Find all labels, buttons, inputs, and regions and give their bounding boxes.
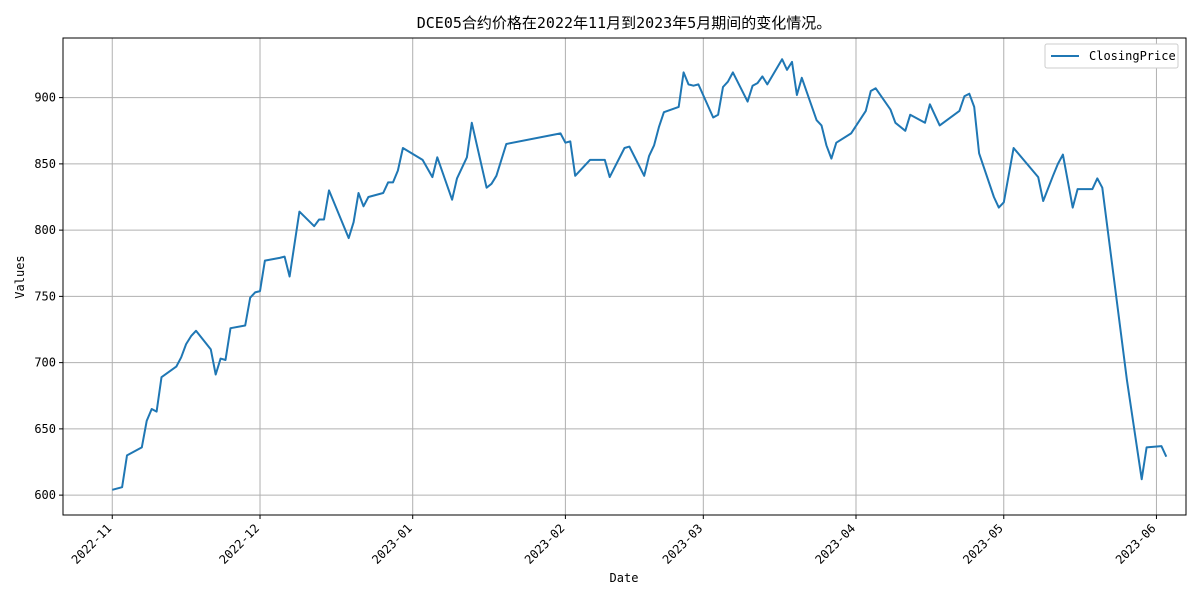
plot-frame xyxy=(62,37,1187,516)
y-tick-label: 900 xyxy=(34,91,56,105)
y-tick-label: 800 xyxy=(34,223,56,237)
y-axis: 600 650 700 750 800 850 900 xyxy=(34,91,63,502)
series-line-group xyxy=(112,58,1168,491)
legend-label: ClosingPrice xyxy=(1089,49,1176,63)
y-tick-label: 750 xyxy=(34,289,56,303)
y-tick-label: 600 xyxy=(34,488,56,502)
y-tick-label: 850 xyxy=(34,157,56,171)
legend-box xyxy=(1044,43,1179,69)
chart-title: DCE05合约价格在2022年11月到2023年5月期间的变化情况。 xyxy=(417,14,832,32)
y-axis-label: Values xyxy=(13,255,27,298)
series-line-closingprice xyxy=(112,58,1168,491)
legend: ClosingPrice xyxy=(1044,43,1179,69)
y-tick-label: 700 xyxy=(34,356,56,370)
x-axis-label: Date xyxy=(610,571,639,585)
y-tick-label: 650 xyxy=(34,422,56,436)
